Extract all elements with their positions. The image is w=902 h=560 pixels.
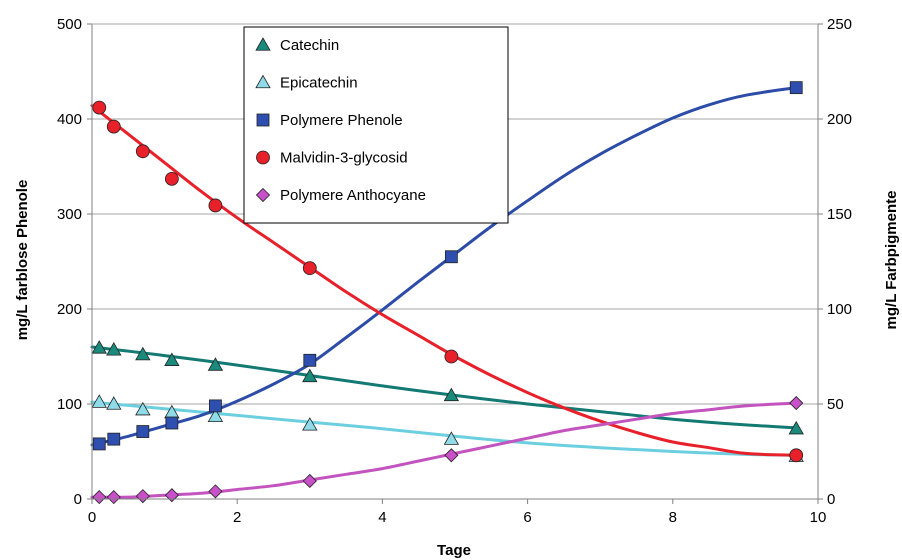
x-tick-label: 0 — [88, 509, 96, 526]
x-tick-label: 10 — [810, 509, 827, 526]
epicatechin-point — [106, 396, 122, 410]
catechin-point — [91, 340, 107, 354]
catechin-point — [302, 368, 318, 383]
y-left-tick-label: 400 — [57, 111, 82, 128]
polymere-anthocyane-point — [208, 484, 223, 499]
y-left-tick-label: 500 — [57, 16, 82, 33]
epicatechin-point — [135, 401, 151, 416]
polymere-anthocyane-point — [444, 448, 459, 463]
catechin-point — [788, 420, 804, 435]
polymere-phenole-point — [165, 416, 179, 430]
polymere-phenole-legend-marker — [256, 113, 270, 127]
malvidin-3-glycosid-fit-line — [90, 104, 798, 457]
legend-label: Malvidin-3-glycosid — [280, 150, 408, 167]
y-right-tick-label: 100 — [827, 301, 852, 318]
legend: Catechin Epicatechin Polymere Phenole Malvi… — [243, 26, 509, 224]
y-right-tick-label: 150 — [827, 206, 852, 223]
epicatechin-point — [443, 431, 460, 445]
epicatechin-point — [91, 394, 107, 408]
epicatechin-legend-marker — [255, 74, 271, 89]
y-right-tick-label: 250 — [827, 16, 852, 33]
legend-box — [243, 26, 509, 224]
polymere-phenole-fit-line — [90, 86, 798, 447]
malvidin-3-glycosid-point — [106, 119, 121, 134]
x-tick-label: 4 — [378, 509, 386, 526]
tick-labels: 0 100 200 300 400 500 0 50 100 150 200 250 0 2 4 6 8 10 — [57, 16, 852, 526]
axes — [87, 23, 823, 504]
polymere-anthocyane-point — [302, 473, 317, 489]
x-tick-label: 2 — [233, 509, 241, 526]
x-tick-label: 6 — [523, 509, 531, 526]
polymere-phenole-point — [209, 399, 222, 413]
polymere-phenole-point — [789, 81, 803, 95]
polymere-phenole-point — [444, 250, 458, 264]
polymere-anthocyane-fit-line — [90, 401, 798, 499]
polymere-phenole-point — [303, 353, 317, 367]
polymere-phenole-point — [136, 425, 150, 438]
y-right-tick-label: 0 — [827, 491, 835, 508]
y-left-tick-label: 300 — [57, 206, 82, 223]
y-left-tick-label: 100 — [57, 396, 82, 413]
legend-label: Polymere Phenole — [280, 112, 403, 129]
y-axis-right-title: mg/L Farbpigmente — [883, 191, 900, 330]
catechin-point — [443, 387, 460, 402]
malvidin-3-glycosid-point — [208, 198, 223, 213]
polymere-phenole-point — [107, 432, 121, 446]
catechin-point — [164, 352, 180, 366]
legend-label: Catechin — [280, 37, 339, 54]
epicatechin-point — [302, 417, 318, 431]
catechin-legend-marker — [255, 37, 271, 51]
data-markers — [91, 81, 804, 505]
polymere-anthocyane-point — [106, 490, 121, 505]
y-axis-left-title: mg/L farblose Phenole — [14, 180, 31, 341]
malvidin-3-glycosid-point — [135, 144, 150, 159]
malvidin-3-glycosid-point — [789, 448, 804, 463]
polymere-anthocyane-point — [135, 489, 150, 504]
x-tick-label: 8 — [669, 509, 677, 526]
catechin-point — [135, 346, 151, 361]
malvidin-3-glycosid-point — [444, 349, 459, 364]
y-right-tick-label: 200 — [827, 111, 852, 128]
malvidin-3-glycosid-point — [164, 171, 179, 186]
legend-label: Polymere Anthocyane — [280, 187, 426, 204]
malvidin-3-glycosid-point — [92, 100, 107, 115]
polymere-anthocyane-legend-marker — [255, 187, 271, 203]
polymere-anthocyane-point — [92, 490, 107, 505]
epicatechin-point — [207, 408, 224, 423]
malvidin-3-glycosid-point — [302, 261, 317, 276]
malvidin-3-glycosid-legend-marker — [256, 150, 270, 165]
catechin-point — [106, 342, 122, 356]
polymere-phenole-point — [92, 437, 106, 451]
y-right-tick-label: 50 — [827, 396, 844, 413]
x-axis-title: Tage — [437, 542, 471, 559]
epicatechin-point — [164, 404, 180, 419]
legend-label: Epicatechin — [280, 75, 358, 92]
polymere-anthocyane-point — [789, 395, 804, 411]
polymere-anthocyane-point — [164, 488, 179, 503]
y-left-tick-label: 0 — [74, 491, 82, 508]
y-left-tick-label: 200 — [57, 301, 82, 318]
catechin-point — [207, 357, 224, 371]
